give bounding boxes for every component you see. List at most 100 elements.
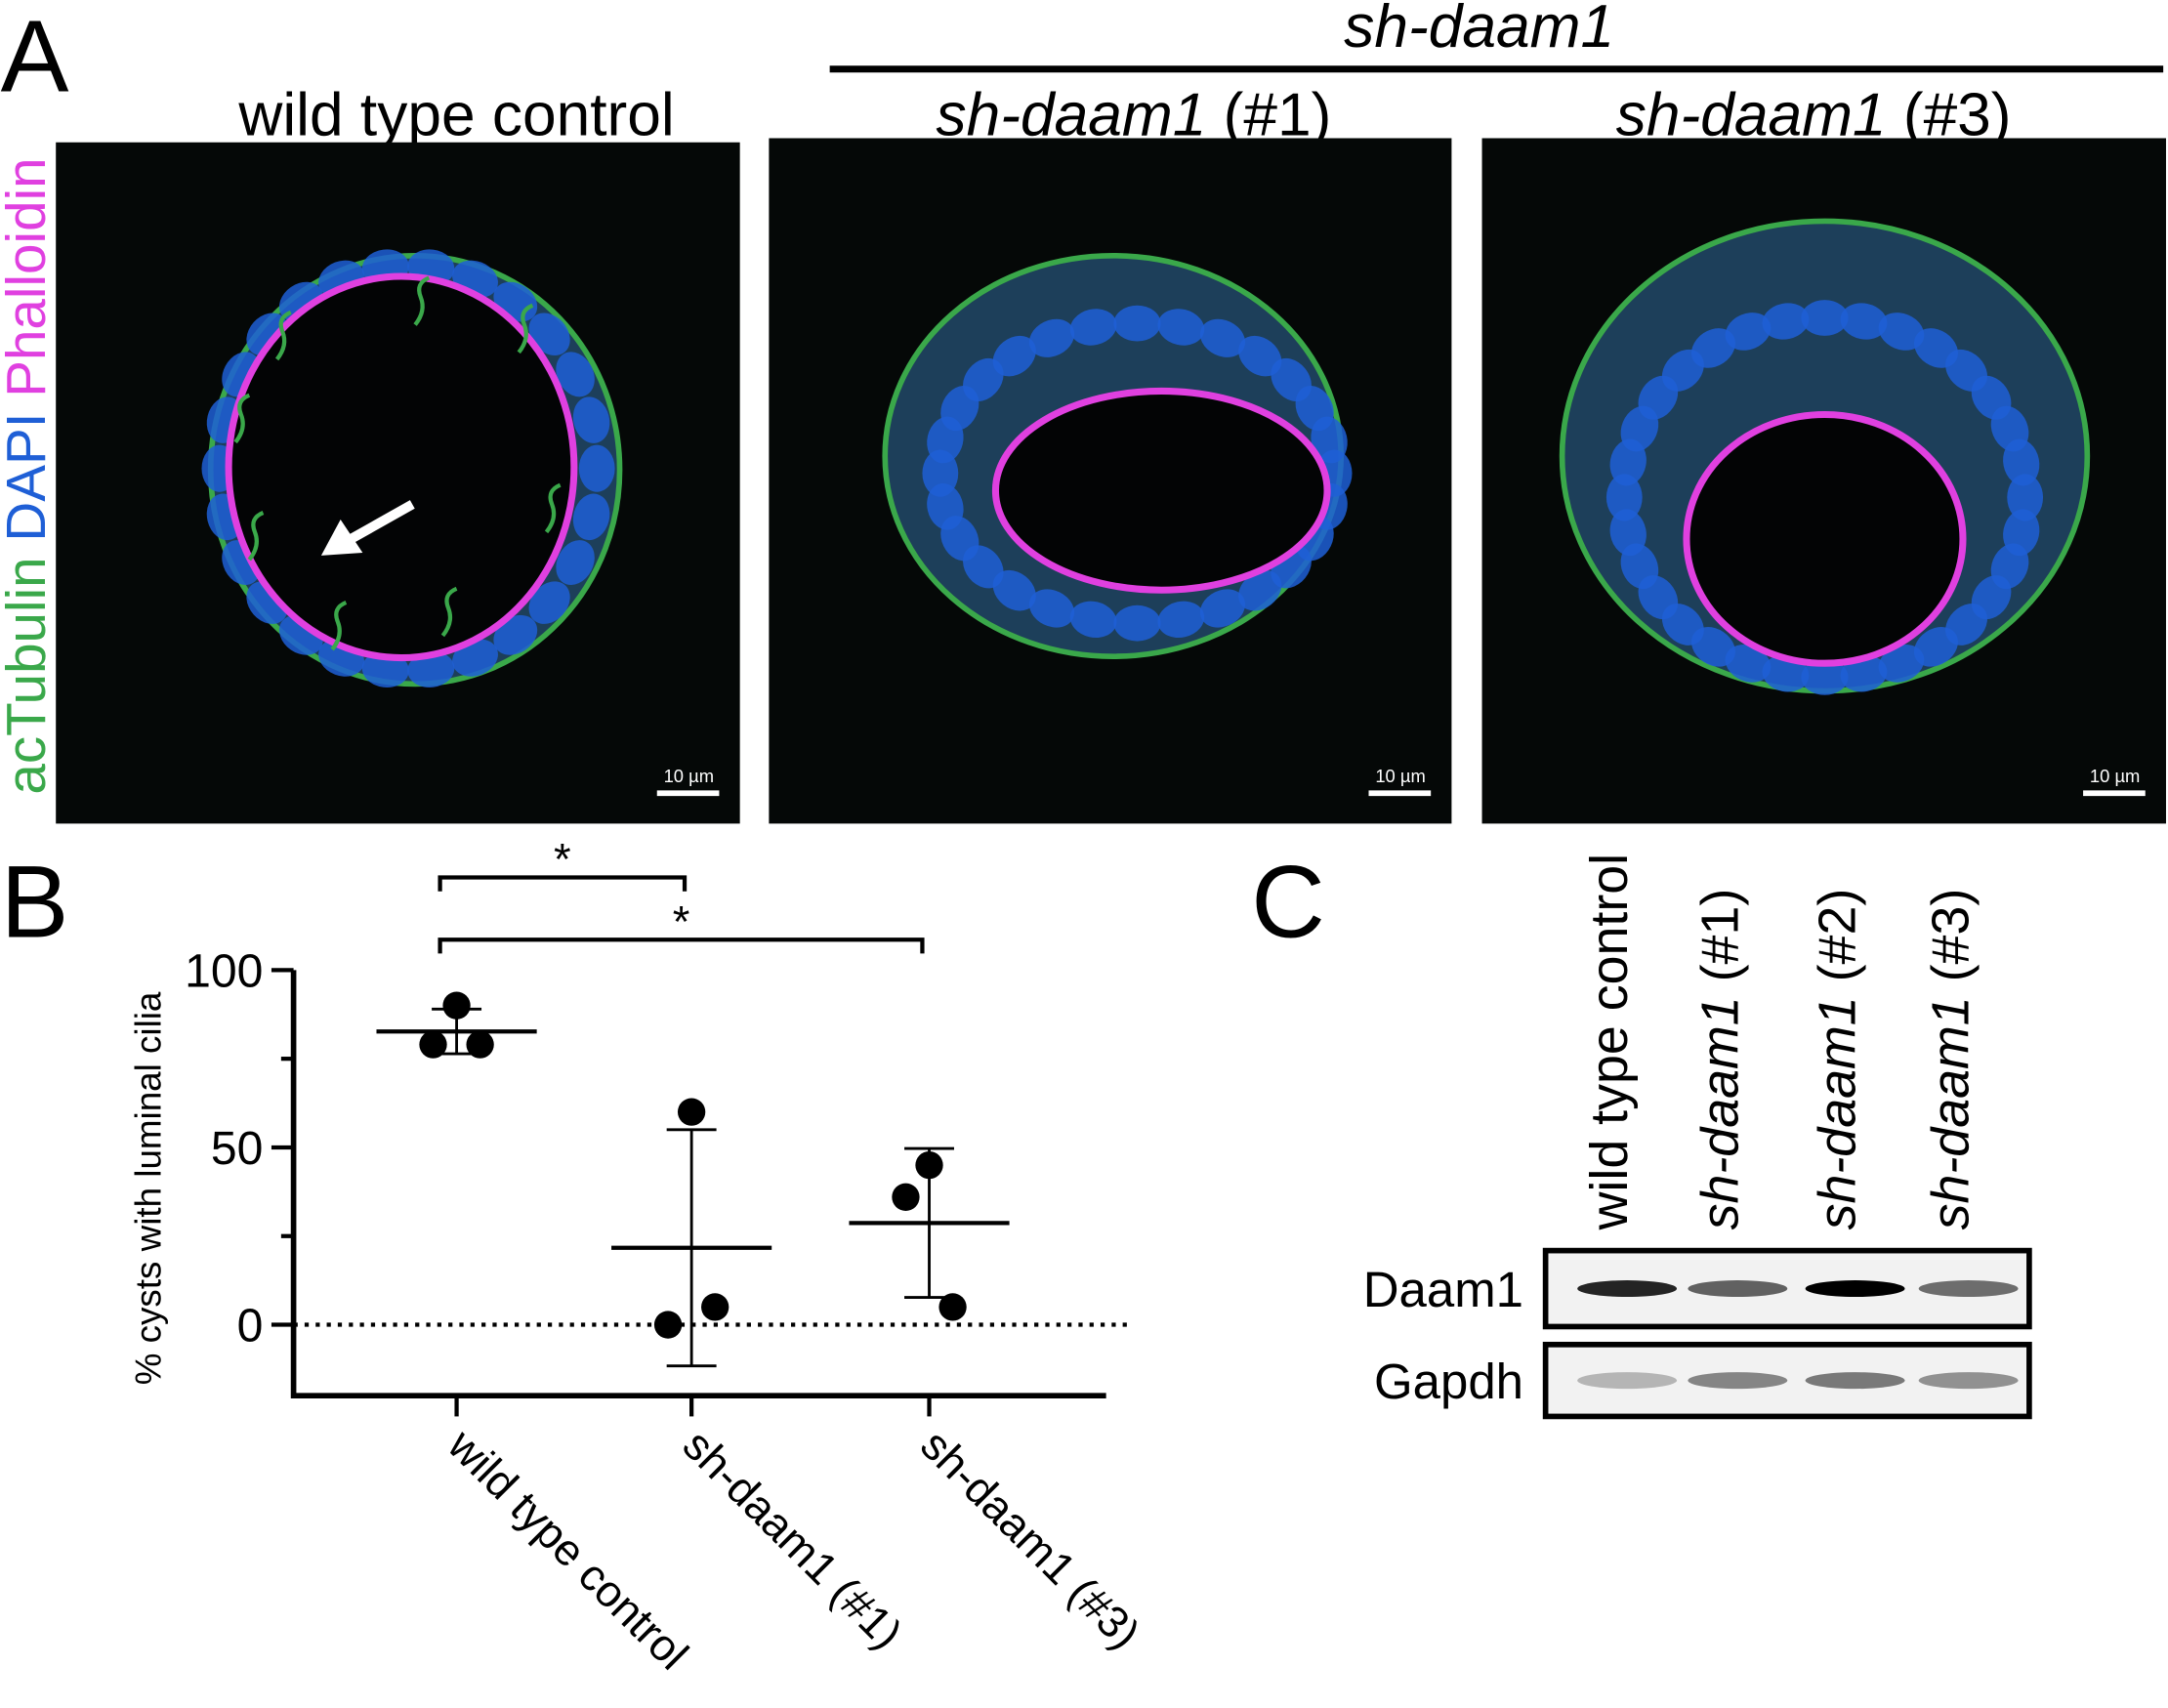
lane-label: wild type control [1580, 854, 1639, 1231]
nucleus [1113, 305, 1161, 342]
nucleus [1801, 658, 1849, 695]
cilium [440, 586, 458, 638]
lumen [991, 387, 1331, 594]
data-point [938, 1293, 967, 1321]
lumen [225, 272, 578, 662]
lane-label: sh-daam1 (#1) [1690, 889, 1749, 1230]
nucleus [1725, 312, 1772, 351]
cilium [330, 600, 348, 651]
nucleus [1762, 655, 1810, 692]
blot-band [1688, 1280, 1788, 1298]
italic-part: sh-daam1 [937, 82, 1207, 149]
y-tick-label: 0 [237, 1300, 264, 1353]
nucleus [2003, 438, 2040, 486]
x-tick-label: wild type control [438, 1419, 697, 1679]
nucleus [1199, 589, 1246, 628]
nucleus [2007, 474, 2044, 521]
arrow-head [320, 520, 363, 556]
channel-name: Phalloidin [0, 157, 57, 396]
nucleus [1028, 318, 1075, 357]
text-part: wild type control [1580, 854, 1639, 1231]
scale-label: 10 µm [664, 766, 714, 786]
nucleus [572, 396, 610, 443]
significance-label: * [554, 835, 571, 885]
nucleus [1913, 627, 1958, 667]
nucleus [556, 352, 595, 397]
spacer [0, 542, 57, 558]
nucleus [1691, 328, 1735, 368]
blot-band [1918, 1372, 2019, 1390]
data-point [892, 1183, 920, 1211]
cilium [544, 482, 562, 534]
nucleus [992, 569, 1036, 611]
y-axis-label: % cysts with luminal cilia [129, 991, 169, 1385]
data-point [701, 1293, 730, 1321]
significance-label: * [673, 896, 690, 946]
nucleus [1725, 645, 1772, 683]
nucleus [1801, 300, 1849, 336]
channel-legend: acTubulin DAPI Phalloidin [0, 157, 57, 794]
significance-bracket [438, 875, 688, 892]
nucleus [528, 581, 570, 624]
spacer [0, 397, 57, 413]
blot-band [1805, 1372, 1905, 1390]
image-title: sh-daam1 (#1) [937, 82, 1332, 149]
nucleus [572, 493, 610, 541]
cilium [247, 511, 265, 562]
nucleus [1878, 312, 1925, 351]
significance-bracket [438, 937, 925, 954]
nucleus [1069, 309, 1117, 346]
nucleus [1762, 303, 1810, 340]
x-tick-label: sh-daam1 (#3) [911, 1420, 1149, 1658]
nucleus [963, 357, 1004, 401]
italic-part: sh-daam1 [1809, 996, 1867, 1229]
panel-label: B [1, 845, 69, 959]
y-tick-label: 50 [211, 1122, 264, 1175]
data-point [419, 1030, 447, 1059]
y-tick-label: 100 [185, 944, 263, 997]
cilium [413, 275, 431, 326]
scale-label: 10 µm [1375, 766, 1425, 786]
cilium [517, 303, 534, 354]
nucleus [1157, 601, 1205, 639]
nucleus [992, 335, 1036, 377]
nucleus [1840, 303, 1888, 340]
panel-label: A [1, 0, 69, 113]
channel-name: DAPI [0, 413, 57, 542]
nucleus [1028, 589, 1075, 628]
nucleus [556, 540, 595, 585]
nucleus [1311, 416, 1348, 464]
cilium [233, 393, 251, 444]
nucleus [1238, 569, 1282, 611]
nucleus [578, 444, 615, 492]
nucleus [1238, 335, 1282, 377]
text-part: (#1) [1690, 889, 1749, 997]
nucleus [1609, 509, 1647, 557]
data-point [677, 1098, 706, 1126]
nucleus [1605, 474, 1643, 521]
text-part: (#2) [1809, 889, 1867, 997]
cilium [274, 310, 292, 361]
nucleus [1113, 604, 1161, 642]
row-label: Gapdh [1374, 1354, 1523, 1409]
lane-label: sh-daam1 (#2) [1809, 889, 1867, 1230]
nucleus [1157, 309, 1205, 346]
blot-band [1688, 1372, 1788, 1390]
blot-band [1918, 1280, 2019, 1298]
data-point [653, 1311, 683, 1339]
blot-band [1577, 1372, 1678, 1390]
text-part: (#3) [1887, 82, 2012, 149]
data-point [442, 991, 471, 1020]
blot-band [1805, 1280, 1905, 1298]
arrow-shaft [343, 500, 415, 547]
blot-box [1542, 1342, 2032, 1420]
image-title: wild type control [237, 82, 674, 149]
italic-part: sh-daam1 [1922, 996, 1980, 1229]
scale-label: 10 µm [2090, 766, 2140, 786]
channel-name: acTubulin [0, 557, 57, 794]
italic-part: sh-daam1 [1690, 996, 1749, 1229]
panel-label: C [1251, 845, 1325, 959]
row-label: Daam1 [1363, 1262, 1523, 1317]
blot-band [1577, 1280, 1678, 1298]
